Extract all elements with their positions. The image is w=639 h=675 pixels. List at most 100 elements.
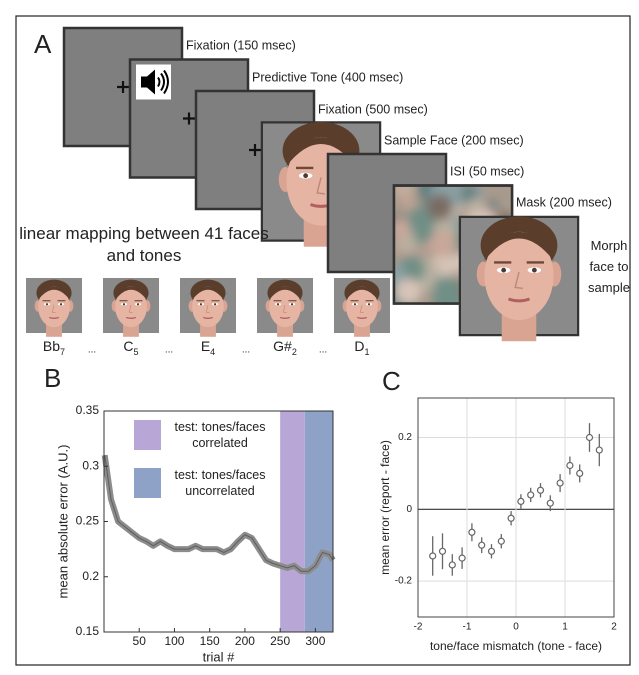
frame-label: Predictive Tone (400 msec) <box>252 70 403 84</box>
face-mouth <box>202 316 214 319</box>
y-tick-label: 0.35 <box>76 403 100 417</box>
morph-label: Morph face to sample <box>588 238 630 295</box>
face-iris <box>353 303 357 306</box>
x-tick-label: 2 <box>611 622 617 633</box>
region <box>280 411 305 632</box>
point <box>497 537 505 545</box>
figure-border <box>15 15 631 666</box>
face-hairline <box>38 286 70 300</box>
note-name: C <box>123 338 134 354</box>
point <box>507 514 515 522</box>
legend-swatch <box>134 468 161 498</box>
separator: ... <box>242 345 250 356</box>
face-mouth <box>356 316 368 319</box>
face-nose <box>359 305 364 313</box>
separator: ... <box>165 345 173 356</box>
y-axis-label: mean absolute error (A.U.) <box>55 445 70 599</box>
face-iris <box>136 303 140 306</box>
point <box>487 547 496 555</box>
point <box>527 491 535 499</box>
face-mouth <box>507 297 531 303</box>
mask-blob <box>395 278 422 305</box>
face-iris <box>367 303 371 306</box>
face-head <box>115 286 147 328</box>
face-hairline <box>484 231 554 261</box>
face-head <box>192 286 224 328</box>
fixation-cross <box>249 144 261 156</box>
axes-box <box>417 397 615 618</box>
separator: ... <box>88 345 96 356</box>
y-tick-label: 0.2 <box>82 569 99 583</box>
note-octave: 7 <box>60 346 66 357</box>
face-iris <box>122 303 126 306</box>
face-hairline <box>346 286 378 300</box>
x-tick-label: 200 <box>235 634 255 648</box>
face-mouth <box>125 316 137 319</box>
face-head <box>346 286 378 328</box>
face-iris <box>531 267 537 273</box>
mask-blob <box>395 218 411 240</box>
panel-label: A <box>34 29 52 59</box>
mask-blobs <box>395 187 513 305</box>
mask-blob <box>405 199 416 210</box>
x-tick-label: 250 <box>270 634 290 648</box>
x-tick-label: 150 <box>200 634 220 648</box>
y-tick-label: 0.2 <box>398 432 412 443</box>
x-tick-label: -1 <box>463 622 472 633</box>
point <box>429 552 437 560</box>
mask-blob <box>406 205 436 235</box>
face-nose <box>51 305 56 313</box>
legend-swatch <box>134 420 161 450</box>
face-nose <box>205 305 210 313</box>
panel-label: B <box>44 363 61 393</box>
mask-blob <box>486 199 498 211</box>
face-head <box>38 286 70 328</box>
face-note: E4 <box>180 338 236 358</box>
point <box>478 541 486 549</box>
face-note: Bb7 <box>26 338 82 358</box>
face-nose <box>316 177 325 195</box>
frame-label: Mask (200 msec) <box>516 195 612 209</box>
point <box>546 499 554 507</box>
face-iris <box>303 173 309 179</box>
face-nose <box>514 271 523 290</box>
point <box>517 497 525 505</box>
face-note: G#2 <box>257 338 313 358</box>
x-tick-label: 0 <box>513 622 519 633</box>
x-axis-label: tone/face mismatch (tone - face) <box>430 639 602 653</box>
mask-blob <box>427 194 453 221</box>
frame-label: Fixation (500 msec) <box>318 102 428 116</box>
face-hairline <box>115 286 147 300</box>
face-nose <box>282 305 287 313</box>
face-mouth <box>279 316 291 319</box>
face-iris <box>199 303 203 306</box>
mask-blob <box>432 275 461 304</box>
x-tick-label: 50 <box>133 634 147 648</box>
mask-blob <box>466 197 482 213</box>
note-octave: 4 <box>210 346 216 357</box>
point <box>458 554 466 562</box>
note-name: G# <box>273 338 292 354</box>
note-name: Bb <box>42 338 61 354</box>
mask-noise <box>395 187 513 305</box>
face-note: D1 <box>334 338 390 358</box>
legend-label: test: tones/faces correlated <box>174 420 266 450</box>
y-tick-label: 0.15 <box>76 624 100 638</box>
note-octave: 2 <box>291 346 297 357</box>
separator: ... <box>319 345 327 356</box>
face-iris <box>45 303 49 306</box>
panel-label: C <box>382 366 401 396</box>
mapping-label: linear mapping between 41 faces and tone… <box>19 224 269 266</box>
point <box>468 528 476 536</box>
y-tick-label: 0 <box>406 504 412 515</box>
mean-line <box>104 455 334 572</box>
face-head <box>269 286 301 328</box>
face-note: C5 <box>103 338 159 358</box>
point <box>585 433 594 442</box>
face-mouth <box>48 316 60 319</box>
face-iris <box>501 267 507 273</box>
frame-label: ISI (50 msec) <box>450 164 524 178</box>
face-iris <box>276 303 280 306</box>
